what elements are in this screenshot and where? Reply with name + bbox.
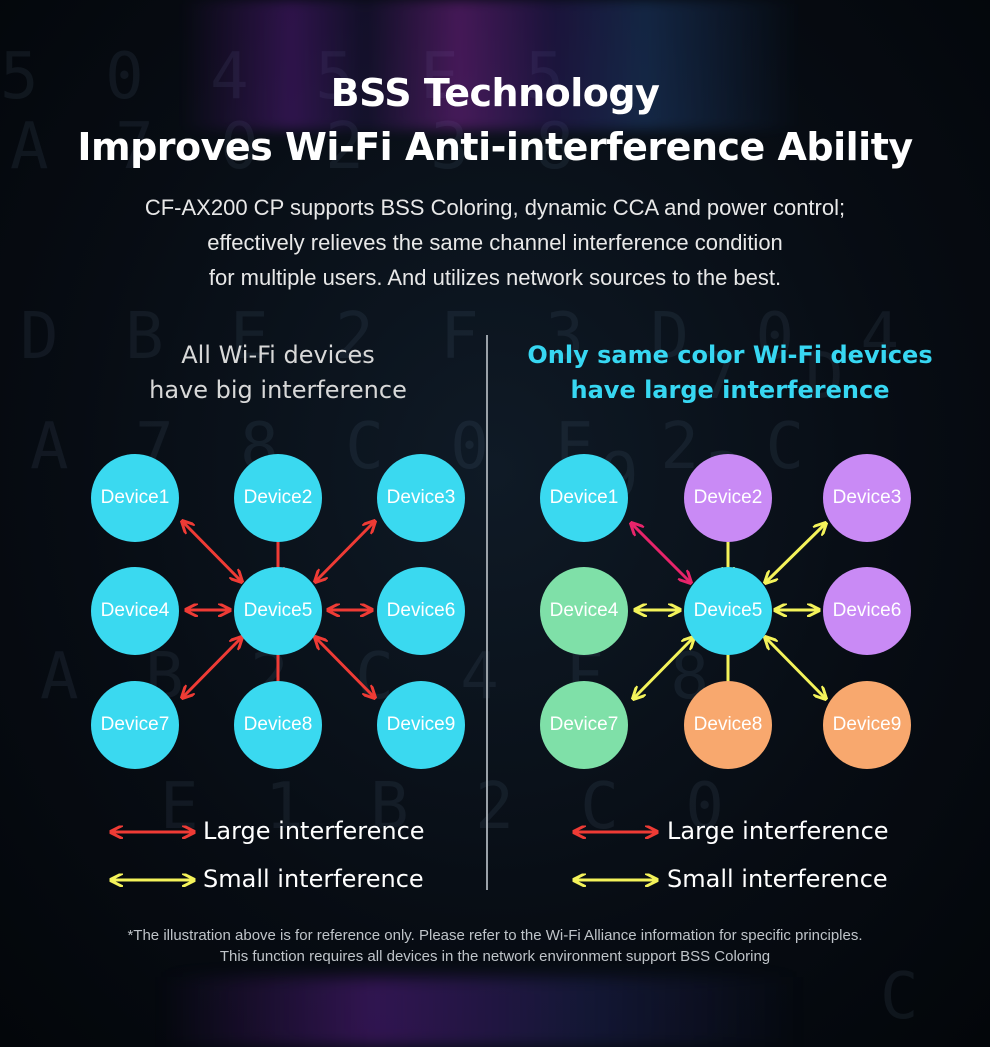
- right-device-4: Device4: [540, 567, 628, 655]
- left-device-7: Device7: [91, 681, 179, 769]
- right-device-7: Device7: [540, 681, 628, 769]
- footnote-line1: *The illustration above is for reference…: [127, 927, 863, 944]
- top-light-glow: [180, 0, 800, 130]
- left-device-4: Device4: [91, 567, 179, 655]
- device-label: Device4: [100, 600, 170, 621]
- device-label: Device6: [832, 600, 902, 621]
- right-device-5: Device5: [684, 567, 772, 655]
- left-device-9: Device9: [377, 681, 465, 769]
- subtitle-line3: for multiple users. And utilizes network…: [208, 265, 782, 290]
- bottom-light-glow: [160, 977, 800, 1047]
- device-label: Device9: [832, 714, 902, 735]
- left-device-3: Device3: [377, 454, 465, 542]
- left-device-2: Device2: [234, 454, 322, 542]
- device-label: Device1: [100, 487, 170, 508]
- arrow-left-d3-d5: [316, 522, 374, 581]
- device-label: Device5: [243, 600, 313, 621]
- right-device-9: Device9: [823, 681, 911, 769]
- legend-large-label-right: Large interference: [667, 817, 889, 845]
- right-device-6: Device6: [823, 567, 911, 655]
- left-heading-line2: have big interference: [149, 376, 407, 404]
- device-label: Device2: [243, 487, 313, 508]
- arrow-left-d9-d5: [316, 638, 374, 697]
- right-device-2: Device2: [684, 454, 772, 542]
- device-label: Device6: [386, 600, 456, 621]
- page-title-line1: BSS Technology: [330, 71, 660, 115]
- arrow-left-d1-d5: [183, 522, 241, 581]
- device-label: Device5: [693, 600, 763, 621]
- right-heading-line2: have large interference: [570, 376, 890, 404]
- device-label: Device8: [693, 714, 763, 735]
- right-heading-line1: Only same color Wi-Fi devices: [527, 341, 933, 369]
- subtitle-line1: CF-AX200 CP supports BSS Coloring, dynam…: [144, 195, 846, 220]
- panel-divider: [486, 335, 488, 890]
- legend-small-label-left: Small interference: [203, 865, 424, 893]
- device-label: Device3: [832, 487, 902, 508]
- legend-small-label-right: Small interference: [667, 865, 888, 893]
- left-device-8: Device8: [234, 681, 322, 769]
- arrow-right-d9-d5: [766, 638, 825, 698]
- left-device-1: Device1: [91, 454, 179, 542]
- device-label: Device7: [100, 714, 170, 735]
- arrow-left-d7-d5: [183, 638, 241, 697]
- legend-large-label-left: Large interference: [203, 817, 425, 845]
- left-device-6: Device6: [377, 567, 465, 655]
- device-label: Device4: [549, 600, 619, 621]
- device-label: Device2: [693, 487, 763, 508]
- device-label: Device7: [549, 714, 619, 735]
- subtitle-line2: effectively relieves the same channel in…: [207, 230, 783, 255]
- device-label: Device8: [243, 714, 313, 735]
- footnote-line2: This function requires all devices in th…: [219, 948, 771, 965]
- arrow-right-d1-d5: [632, 524, 690, 582]
- right-device-3: Device3: [823, 454, 911, 542]
- arrow-right-d3-d5: [766, 524, 825, 582]
- page-title-line2: Improves Wi-Fi Anti-interference Ability: [77, 125, 913, 169]
- left-heading-line1: All Wi-Fi devices: [181, 341, 375, 369]
- device-label: Device9: [386, 714, 456, 735]
- right-device-8: Device8: [684, 681, 772, 769]
- arrow-right-d7-d5: [634, 638, 693, 698]
- left-device-5: Device5: [234, 567, 322, 655]
- device-label: Device3: [386, 487, 456, 508]
- right-device-1: Device1: [540, 454, 628, 542]
- device-label: Device1: [549, 487, 619, 508]
